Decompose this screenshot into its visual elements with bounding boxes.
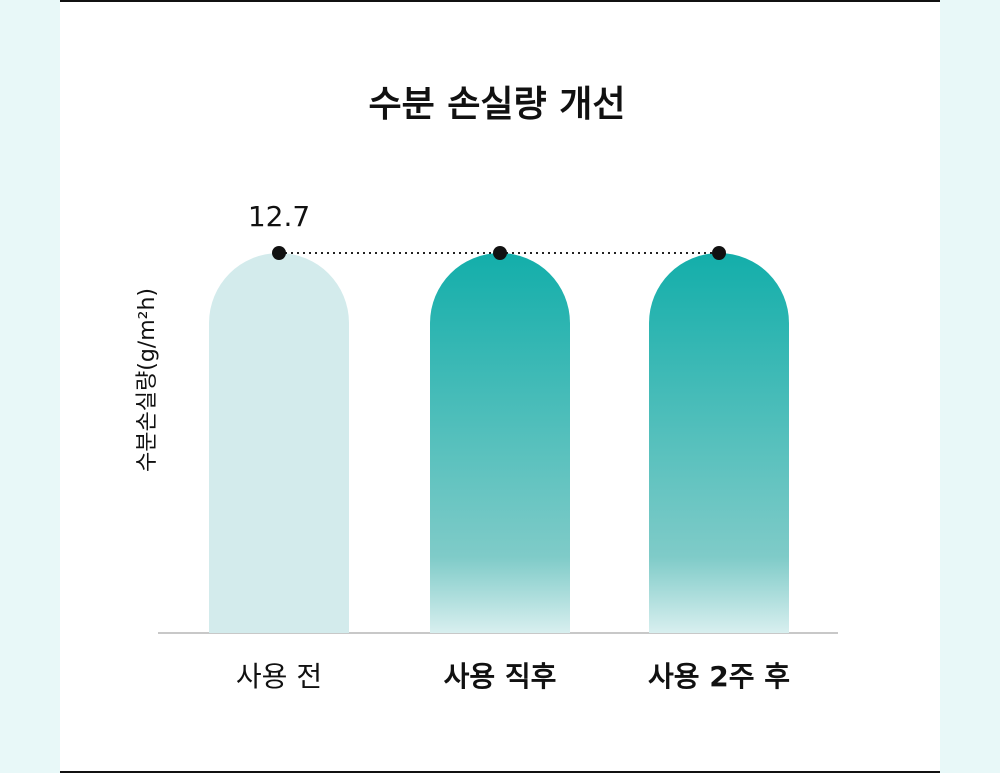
bar bbox=[430, 253, 570, 633]
x-tick-label: 사용 직후 bbox=[444, 660, 557, 693]
x-tick-label: 사용 전 bbox=[236, 660, 322, 693]
point bbox=[493, 246, 507, 260]
point bbox=[272, 246, 286, 260]
y-axis-label: 수분손실량(g/m²h) bbox=[135, 288, 160, 472]
point bbox=[712, 246, 726, 260]
bar bbox=[209, 253, 349, 633]
x-tick-label: 사용 2주 후 bbox=[648, 660, 790, 693]
value-label: 12.7 bbox=[248, 200, 310, 233]
chart-title: 수분 손실량 개선 bbox=[369, 84, 626, 125]
bar bbox=[649, 253, 789, 633]
